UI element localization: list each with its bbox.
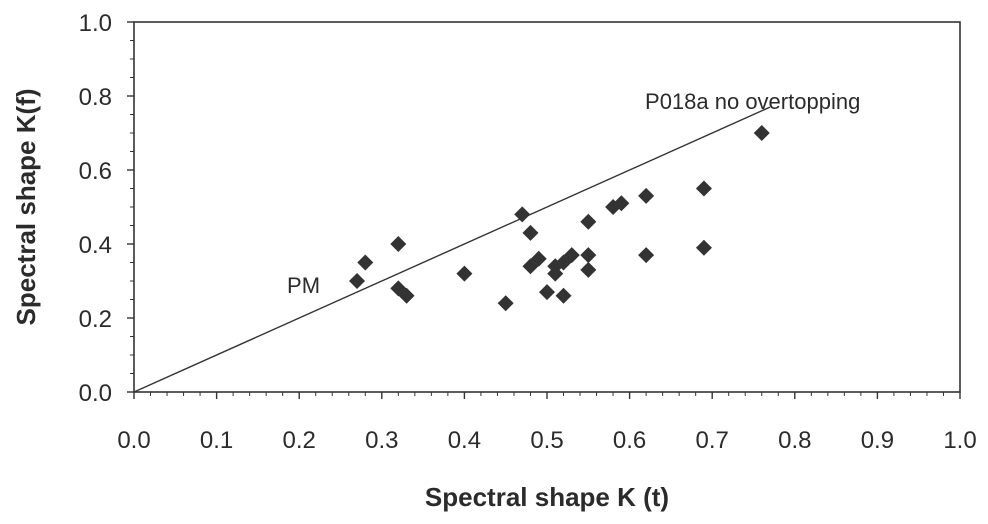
x-tick-label: 0.4 bbox=[448, 427, 481, 454]
data-point bbox=[514, 206, 531, 223]
y-tick-label: 0.6 bbox=[79, 158, 112, 185]
x-tick-label: 0.1 bbox=[200, 427, 233, 454]
data-point bbox=[349, 273, 366, 289]
data-point bbox=[390, 236, 407, 252]
data-points bbox=[349, 125, 770, 312]
data-point bbox=[497, 295, 514, 312]
y-tick-label: 0.0 bbox=[79, 380, 112, 407]
x-tick-label: 1.0 bbox=[943, 427, 976, 454]
annotation-label: PM bbox=[287, 273, 320, 298]
data-point bbox=[695, 239, 712, 256]
x-axis-title: Spectral shape Κ (t) bbox=[425, 482, 669, 512]
reference-line bbox=[133, 106, 771, 393]
data-point bbox=[638, 247, 655, 264]
data-point bbox=[357, 254, 374, 271]
y-axis: 0.0 0.2 0.4 0.6 0.8 1.0 bbox=[79, 10, 134, 407]
data-point bbox=[398, 287, 415, 304]
x-tick-label: 0.2 bbox=[283, 427, 316, 454]
data-point bbox=[547, 265, 564, 282]
data-point bbox=[522, 224, 539, 241]
data-point bbox=[695, 180, 712, 197]
x-axis: 0.0 0.1 0.2 0.3 0.4 0.5 0.6 0.7 0.8 0.9 1.0 bbox=[117, 392, 977, 454]
annotations: PM P018a no overtopping bbox=[287, 89, 860, 298]
data-point bbox=[580, 213, 597, 230]
data-point bbox=[555, 287, 572, 304]
y-tick-label: 1.0 bbox=[79, 10, 112, 37]
y-tick-label: 0.4 bbox=[79, 232, 112, 259]
annotation-label: P018a no overtopping bbox=[645, 89, 860, 114]
data-point bbox=[613, 195, 630, 212]
x-tick-label: 0.9 bbox=[861, 427, 894, 454]
y-tick-label: 0.8 bbox=[79, 84, 112, 111]
data-point bbox=[580, 247, 597, 264]
x-tick-label: 0.6 bbox=[613, 427, 646, 454]
y-tick-label: 0.2 bbox=[79, 306, 112, 333]
x-tick-label: 0.8 bbox=[778, 427, 811, 454]
x-tick-label: 0.0 bbox=[117, 427, 150, 454]
x-tick-label: 0.3 bbox=[365, 427, 398, 454]
data-point bbox=[539, 284, 555, 301]
data-point bbox=[580, 261, 597, 278]
y-axis-title: Spectral shape Κ(f) bbox=[11, 89, 41, 326]
data-point bbox=[638, 187, 655, 204]
x-tick-label: 0.5 bbox=[530, 427, 563, 454]
data-point bbox=[456, 265, 473, 282]
data-point bbox=[563, 247, 580, 264]
x-tick-label: 0.7 bbox=[696, 427, 729, 454]
data-point bbox=[753, 125, 770, 141]
data-point bbox=[530, 250, 547, 267]
